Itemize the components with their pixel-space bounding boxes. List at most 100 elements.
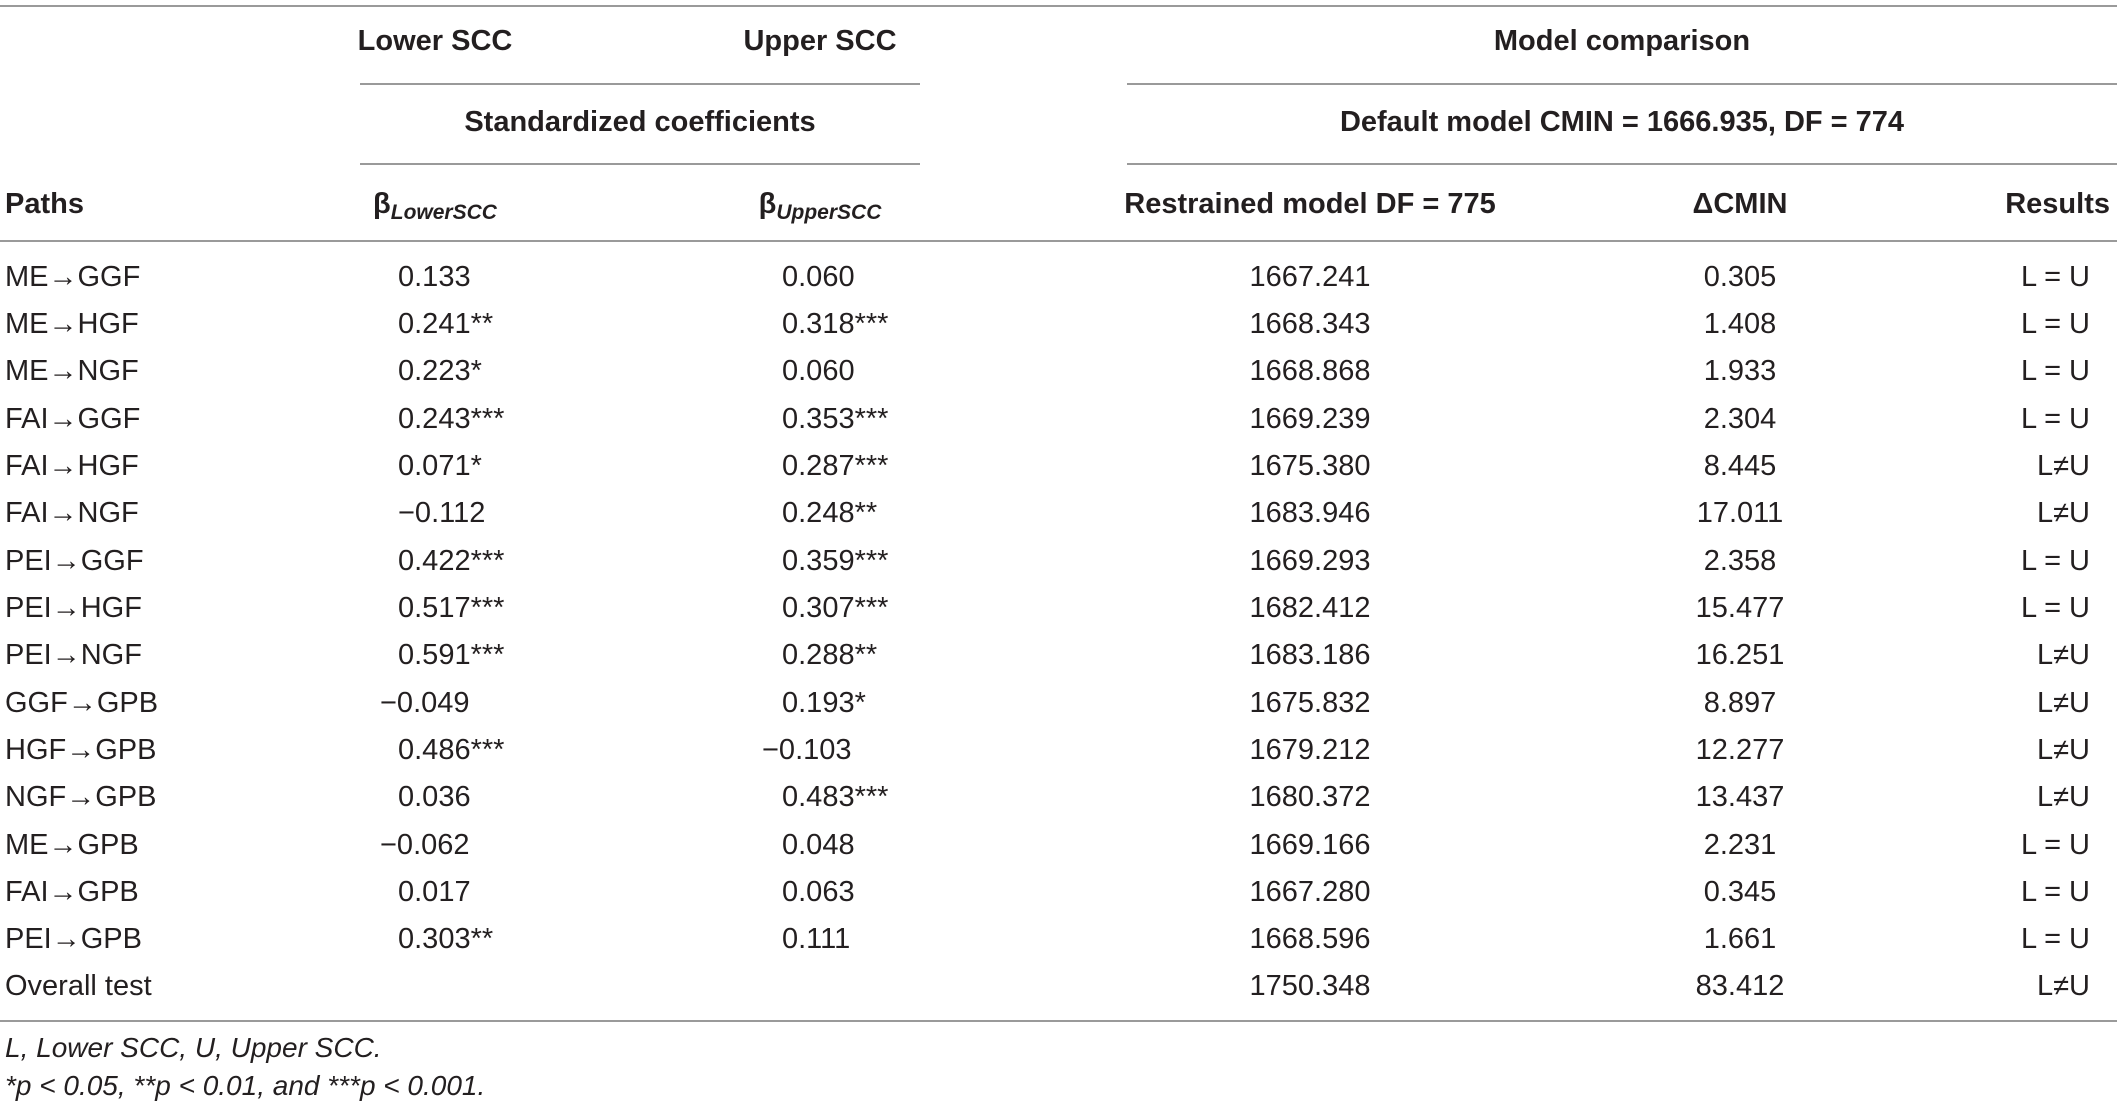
upper-coefficient-cell: −0.103: [762, 734, 852, 766]
lower-coefficient-cell: 0.517***: [398, 592, 505, 624]
top-rule: [0, 5, 2117, 7]
table-bottom-rule: [0, 1020, 2117, 1022]
result-cell: L = U: [2020, 545, 2090, 577]
lower-coefficient-cell: −0.062: [380, 829, 470, 861]
model-comparison-top-rule: [1127, 83, 2117, 85]
result-cell: L = U: [2020, 923, 2090, 955]
restrained-cmin-cell: 1675.832: [1249, 687, 1371, 719]
path-cell: PEI→HGF: [5, 592, 142, 624]
delta-cmin-cell: 15.477: [1695, 592, 1785, 624]
restrained-cmin-cell: 1680.372: [1249, 781, 1371, 813]
model-comparison-header: Model comparison: [1493, 25, 1751, 57]
path-cell: PEI→NGF: [5, 639, 142, 671]
result-cell: L≠U: [2037, 781, 2090, 813]
delta-cmin-cell: 0.345: [1703, 876, 1777, 908]
lower-coefficient-cell: 0.017: [398, 876, 471, 908]
model-comparison-bottom-rule: [1127, 163, 2117, 165]
restrained-cmin-cell: 1669.239: [1249, 403, 1371, 435]
restrained-cmin-cell: 1668.596: [1249, 923, 1371, 955]
path-cell: HGF→GPB: [5, 734, 157, 766]
restrained-cmin-cell: 1683.186: [1249, 639, 1371, 671]
result-cell: L = U: [2020, 592, 2090, 624]
delta-cmin-cell: 2.358: [1703, 545, 1777, 577]
upper-scc-header: Upper SCC: [743, 25, 897, 57]
lower-coefficient-cell: −0.049: [380, 687, 470, 719]
delta-cmin-column-header: ΔCMIN: [1692, 188, 1788, 220]
delta-cmin-cell: 12.277: [1695, 734, 1785, 766]
restrained-model-column-header: Restrained model DF = 775: [1124, 188, 1496, 220]
upper-coefficient-cell: 0.318***: [782, 308, 889, 340]
result-cell: L = U: [2020, 355, 2090, 387]
upper-coefficient-cell: 0.193*: [782, 687, 866, 719]
restrained-cmin-cell: 1669.166: [1249, 829, 1371, 861]
result-cell: L = U: [2020, 308, 2090, 340]
upper-coefficient-cell: 0.287***: [782, 450, 889, 482]
delta-cmin-cell: 13.437: [1695, 781, 1785, 813]
beta-upper-column-header: βUpperSCC: [720, 186, 920, 231]
coefficients-top-rule: [360, 83, 920, 85]
restrained-cmin-cell: 1682.412: [1249, 592, 1371, 624]
result-cell: L≠U: [2037, 687, 2090, 719]
restrained-cmin-cell: 1668.868: [1249, 355, 1371, 387]
path-cell: Overall test: [5, 970, 152, 1002]
footnote-abbreviations: L, Lower SCC, U, Upper SCC.: [5, 1032, 382, 1063]
restrained-cmin-cell: 1668.343: [1249, 308, 1371, 340]
upper-coefficient-cell: 0.111: [782, 923, 851, 955]
path-cell: FAI→GPB: [5, 876, 139, 908]
path-cell: ME→GGF: [5, 261, 141, 293]
restrained-cmin-cell: 1667.280: [1249, 876, 1371, 908]
result-cell: L≠U: [2037, 639, 2090, 671]
coefficients-bottom-rule: [360, 163, 920, 165]
result-cell: L≠U: [2037, 497, 2090, 529]
lower-coefficient-cell: 0.241**: [398, 308, 494, 340]
upper-coefficient-cell: 0.248**: [782, 497, 878, 529]
lower-coefficient-cell: 0.591***: [398, 639, 505, 671]
upper-coefficient-cell: 0.060: [782, 261, 855, 293]
delta-cmin-cell: 2.304: [1703, 403, 1777, 435]
delta-cmin-cell: 1.933: [1703, 355, 1777, 387]
restrained-cmin-cell: 1675.380: [1249, 450, 1371, 482]
result-cell: L = U: [2020, 876, 2090, 908]
restrained-cmin-cell: 1679.212: [1249, 734, 1371, 766]
upper-coefficient-cell: 0.353***: [782, 403, 889, 435]
restrained-cmin-cell: 1683.946: [1249, 497, 1371, 529]
lower-scc-header: Lower SCC: [357, 25, 513, 57]
path-cell: PEI→GGF: [5, 545, 144, 577]
path-cell: NGF→GPB: [5, 781, 157, 813]
lower-coefficient-cell: 0.071*: [398, 450, 482, 482]
delta-cmin-cell: 1.661: [1703, 923, 1777, 955]
header-bottom-rule: [0, 240, 2117, 242]
path-cell: PEI→GPB: [5, 923, 142, 955]
lower-coefficient-cell: 0.133: [398, 261, 471, 293]
path-cell: ME→HGF: [5, 308, 139, 340]
delta-cmin-cell: 8.445: [1703, 450, 1777, 482]
beta-upper-symbol: β: [758, 188, 777, 220]
beta-lower-subscript: LowerSCC: [390, 201, 497, 224]
result-cell: L = U: [2020, 403, 2090, 435]
result-cell: L = U: [2020, 261, 2090, 293]
results-column-header: Results: [2005, 188, 2110, 220]
path-cell: ME→GPB: [5, 829, 139, 861]
lower-coefficient-cell: 0.422***: [398, 545, 505, 577]
lower-coefficient-cell: 0.486***: [398, 734, 505, 766]
lower-coefficient-cell: 0.223*: [398, 355, 482, 387]
result-cell: L≠U: [2037, 734, 2090, 766]
upper-coefficient-cell: 0.288**: [782, 639, 878, 671]
delta-cmin-cell: 16.251: [1695, 639, 1785, 671]
delta-cmin-cell: 83.412: [1695, 970, 1785, 1002]
upper-coefficient-cell: 0.048: [782, 829, 855, 861]
upper-coefficient-cell: 0.307***: [782, 592, 889, 624]
lower-coefficient-cell: 0.243***: [398, 403, 505, 435]
delta-cmin-cell: 1.408: [1703, 308, 1777, 340]
result-cell: L = U: [2020, 829, 2090, 861]
path-cell: FAI→GGF: [5, 403, 141, 435]
upper-coefficient-cell: 0.063: [782, 876, 855, 908]
restrained-cmin-cell: 1667.241: [1249, 261, 1371, 293]
upper-coefficient-cell: 0.359***: [782, 545, 889, 577]
lower-coefficient-cell: −0.112: [398, 497, 486, 529]
restrained-cmin-cell: 1750.348: [1249, 970, 1371, 1002]
beta-lower-symbol: β: [373, 188, 391, 220]
path-cell: ME→NGF: [5, 355, 139, 387]
path-cell: FAI→HGF: [5, 450, 139, 482]
